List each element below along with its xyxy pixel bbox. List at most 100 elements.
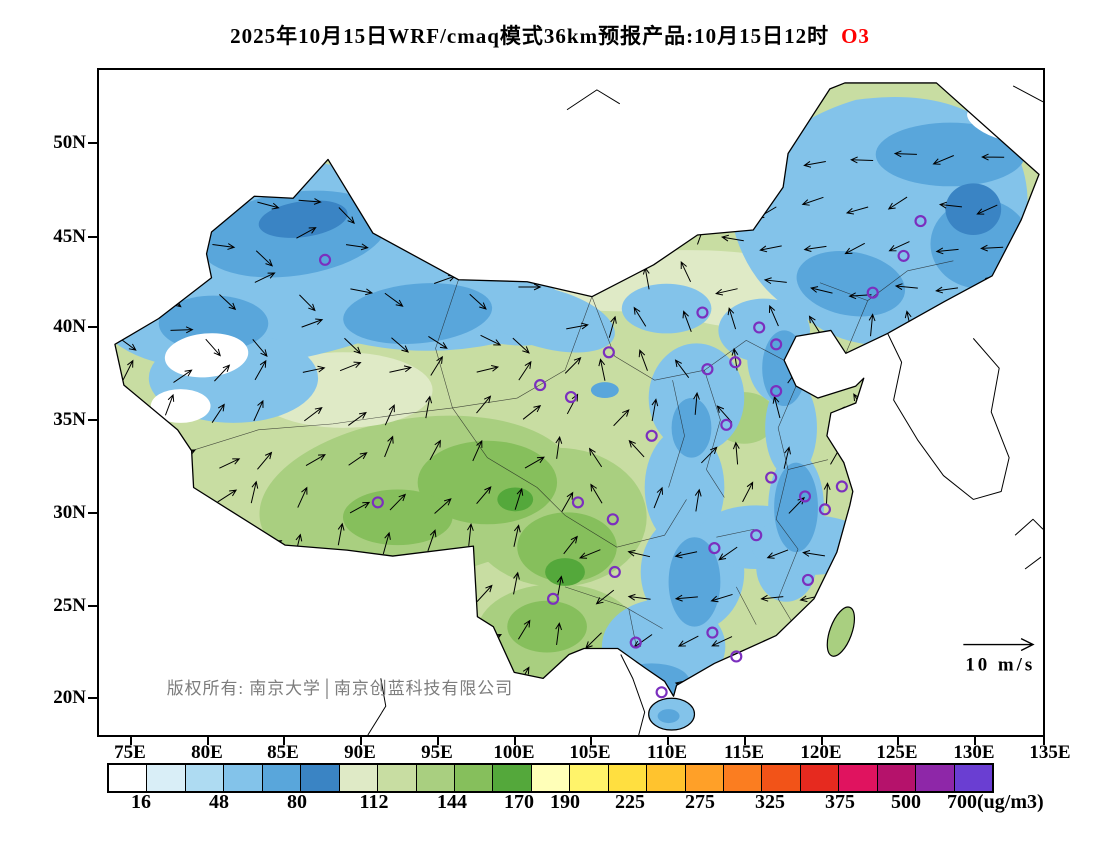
hainan-island: [648, 697, 696, 731]
station-marker: [371, 496, 384, 509]
station-marker: [798, 490, 812, 503]
wind-arrow: [391, 337, 409, 353]
wind-arrow: [294, 622, 303, 646]
wind-arrow: [783, 446, 791, 469]
wind-arrow: [763, 277, 787, 285]
wind-arrow: [389, 365, 413, 373]
colorbar-cell: [762, 765, 801, 791]
station-marker: [701, 363, 714, 376]
wind-arrow: [469, 293, 487, 310]
wind-arrow: [344, 156, 368, 164]
colorbar-units: (ug/m3): [977, 791, 1044, 813]
axis-tick: [88, 236, 97, 238]
axis-tick: [1043, 737, 1045, 745]
wind-arrow: [674, 359, 690, 378]
wind-arrow: [522, 404, 542, 420]
wind-arrow: [957, 437, 964, 461]
wind-arrow: [613, 409, 630, 427]
wind-arrow: [437, 630, 459, 642]
wind-arrow: [563, 535, 578, 555]
wind-arrow: [937, 593, 961, 601]
colorbar-tick-label: 80: [287, 791, 307, 813]
wind-arrow: [298, 198, 322, 205]
station-marker: [655, 686, 668, 699]
wind-arrow: [700, 446, 718, 464]
wind-arrow: [252, 339, 268, 357]
station-marker: [564, 390, 578, 404]
wind-arrow: [954, 350, 962, 374]
wind-arrow: [633, 306, 647, 327]
wind-arrow: [718, 546, 738, 561]
station-marker: [708, 542, 721, 555]
colorbar-cell: [378, 765, 417, 791]
wind-arrow: [932, 549, 955, 559]
station-marker: [866, 286, 879, 299]
wind-arrow: [593, 675, 610, 693]
lat-tick-label: 35N: [53, 409, 86, 430]
wind-arrow: [166, 622, 179, 643]
wind-arrow: [765, 679, 786, 691]
wind-arrow: [901, 354, 912, 377]
colorbar-tick-label: 16: [131, 791, 151, 813]
wind-arrow: [513, 571, 520, 595]
wind-arrow: [300, 660, 315, 680]
wind-arrow: [587, 225, 602, 245]
wind-arrow: [628, 439, 645, 458]
wind-arrow: [297, 486, 308, 508]
station-marker: [645, 429, 658, 442]
wind-arrow: [938, 201, 962, 209]
wind-arrow: [302, 576, 320, 593]
wind-arrow: [348, 452, 368, 466]
station-marker: [606, 513, 619, 526]
wind-arrow: [163, 293, 182, 308]
wind-arrow: [257, 451, 273, 470]
colorbar-tick-label: 375: [825, 791, 855, 813]
wind-arrow: [995, 314, 1002, 338]
wind-arrow: [868, 313, 876, 337]
colorbar-cell: [493, 765, 532, 791]
wind-arrow: [557, 275, 581, 285]
wind-arrow: [255, 250, 274, 267]
wind-arrow: [122, 359, 134, 381]
wind-arrow: [847, 551, 871, 558]
wind-arrow: [653, 486, 664, 509]
wind-arrow: [339, 361, 362, 372]
wind-arrow: [517, 619, 531, 640]
wind-arrow: [977, 633, 997, 649]
colorbar-tick-label: 48: [209, 791, 229, 813]
wind-arrow: [253, 399, 264, 422]
wind-arrow: [865, 351, 873, 375]
copyright-text: 版权所有: 南京大学│南京创蓝科技有限公司: [167, 678, 513, 700]
wind-arrow: [379, 609, 386, 633]
wind-arrow: [677, 635, 699, 647]
lon-tick-label: 85E: [267, 742, 299, 763]
wind-arrow: [516, 206, 535, 222]
colorbar-tick-label: 700: [947, 791, 977, 813]
wind-arrow: [980, 244, 1004, 252]
wind-arrow: [348, 411, 367, 426]
wind-arrow: [632, 226, 646, 247]
wind-arrow: [258, 659, 276, 677]
wind-arrow: [594, 174, 605, 197]
wind-arrow: [126, 672, 144, 690]
axis-tick: [437, 737, 439, 745]
wind-arrow: [125, 232, 148, 241]
axis-tick: [88, 512, 97, 514]
wind-arrow: [476, 395, 492, 414]
wind-arrow: [566, 322, 589, 330]
wind-arrow: [476, 486, 492, 505]
station-marker: [750, 529, 763, 542]
lat-tick-label: 25N: [53, 595, 86, 616]
station-marker: [720, 418, 733, 431]
wind-arrow: [435, 161, 455, 176]
wind-arrow: [944, 491, 955, 513]
wind-arrow: [721, 234, 744, 242]
station-marker: [571, 496, 585, 509]
station-marker: [696, 306, 709, 319]
wind-arrow: [350, 288, 374, 296]
wind-arrow: [803, 245, 827, 252]
wind-arrow: [862, 481, 870, 505]
lon-tick-label: 115E: [723, 742, 765, 763]
wind-arrow: [512, 158, 535, 168]
